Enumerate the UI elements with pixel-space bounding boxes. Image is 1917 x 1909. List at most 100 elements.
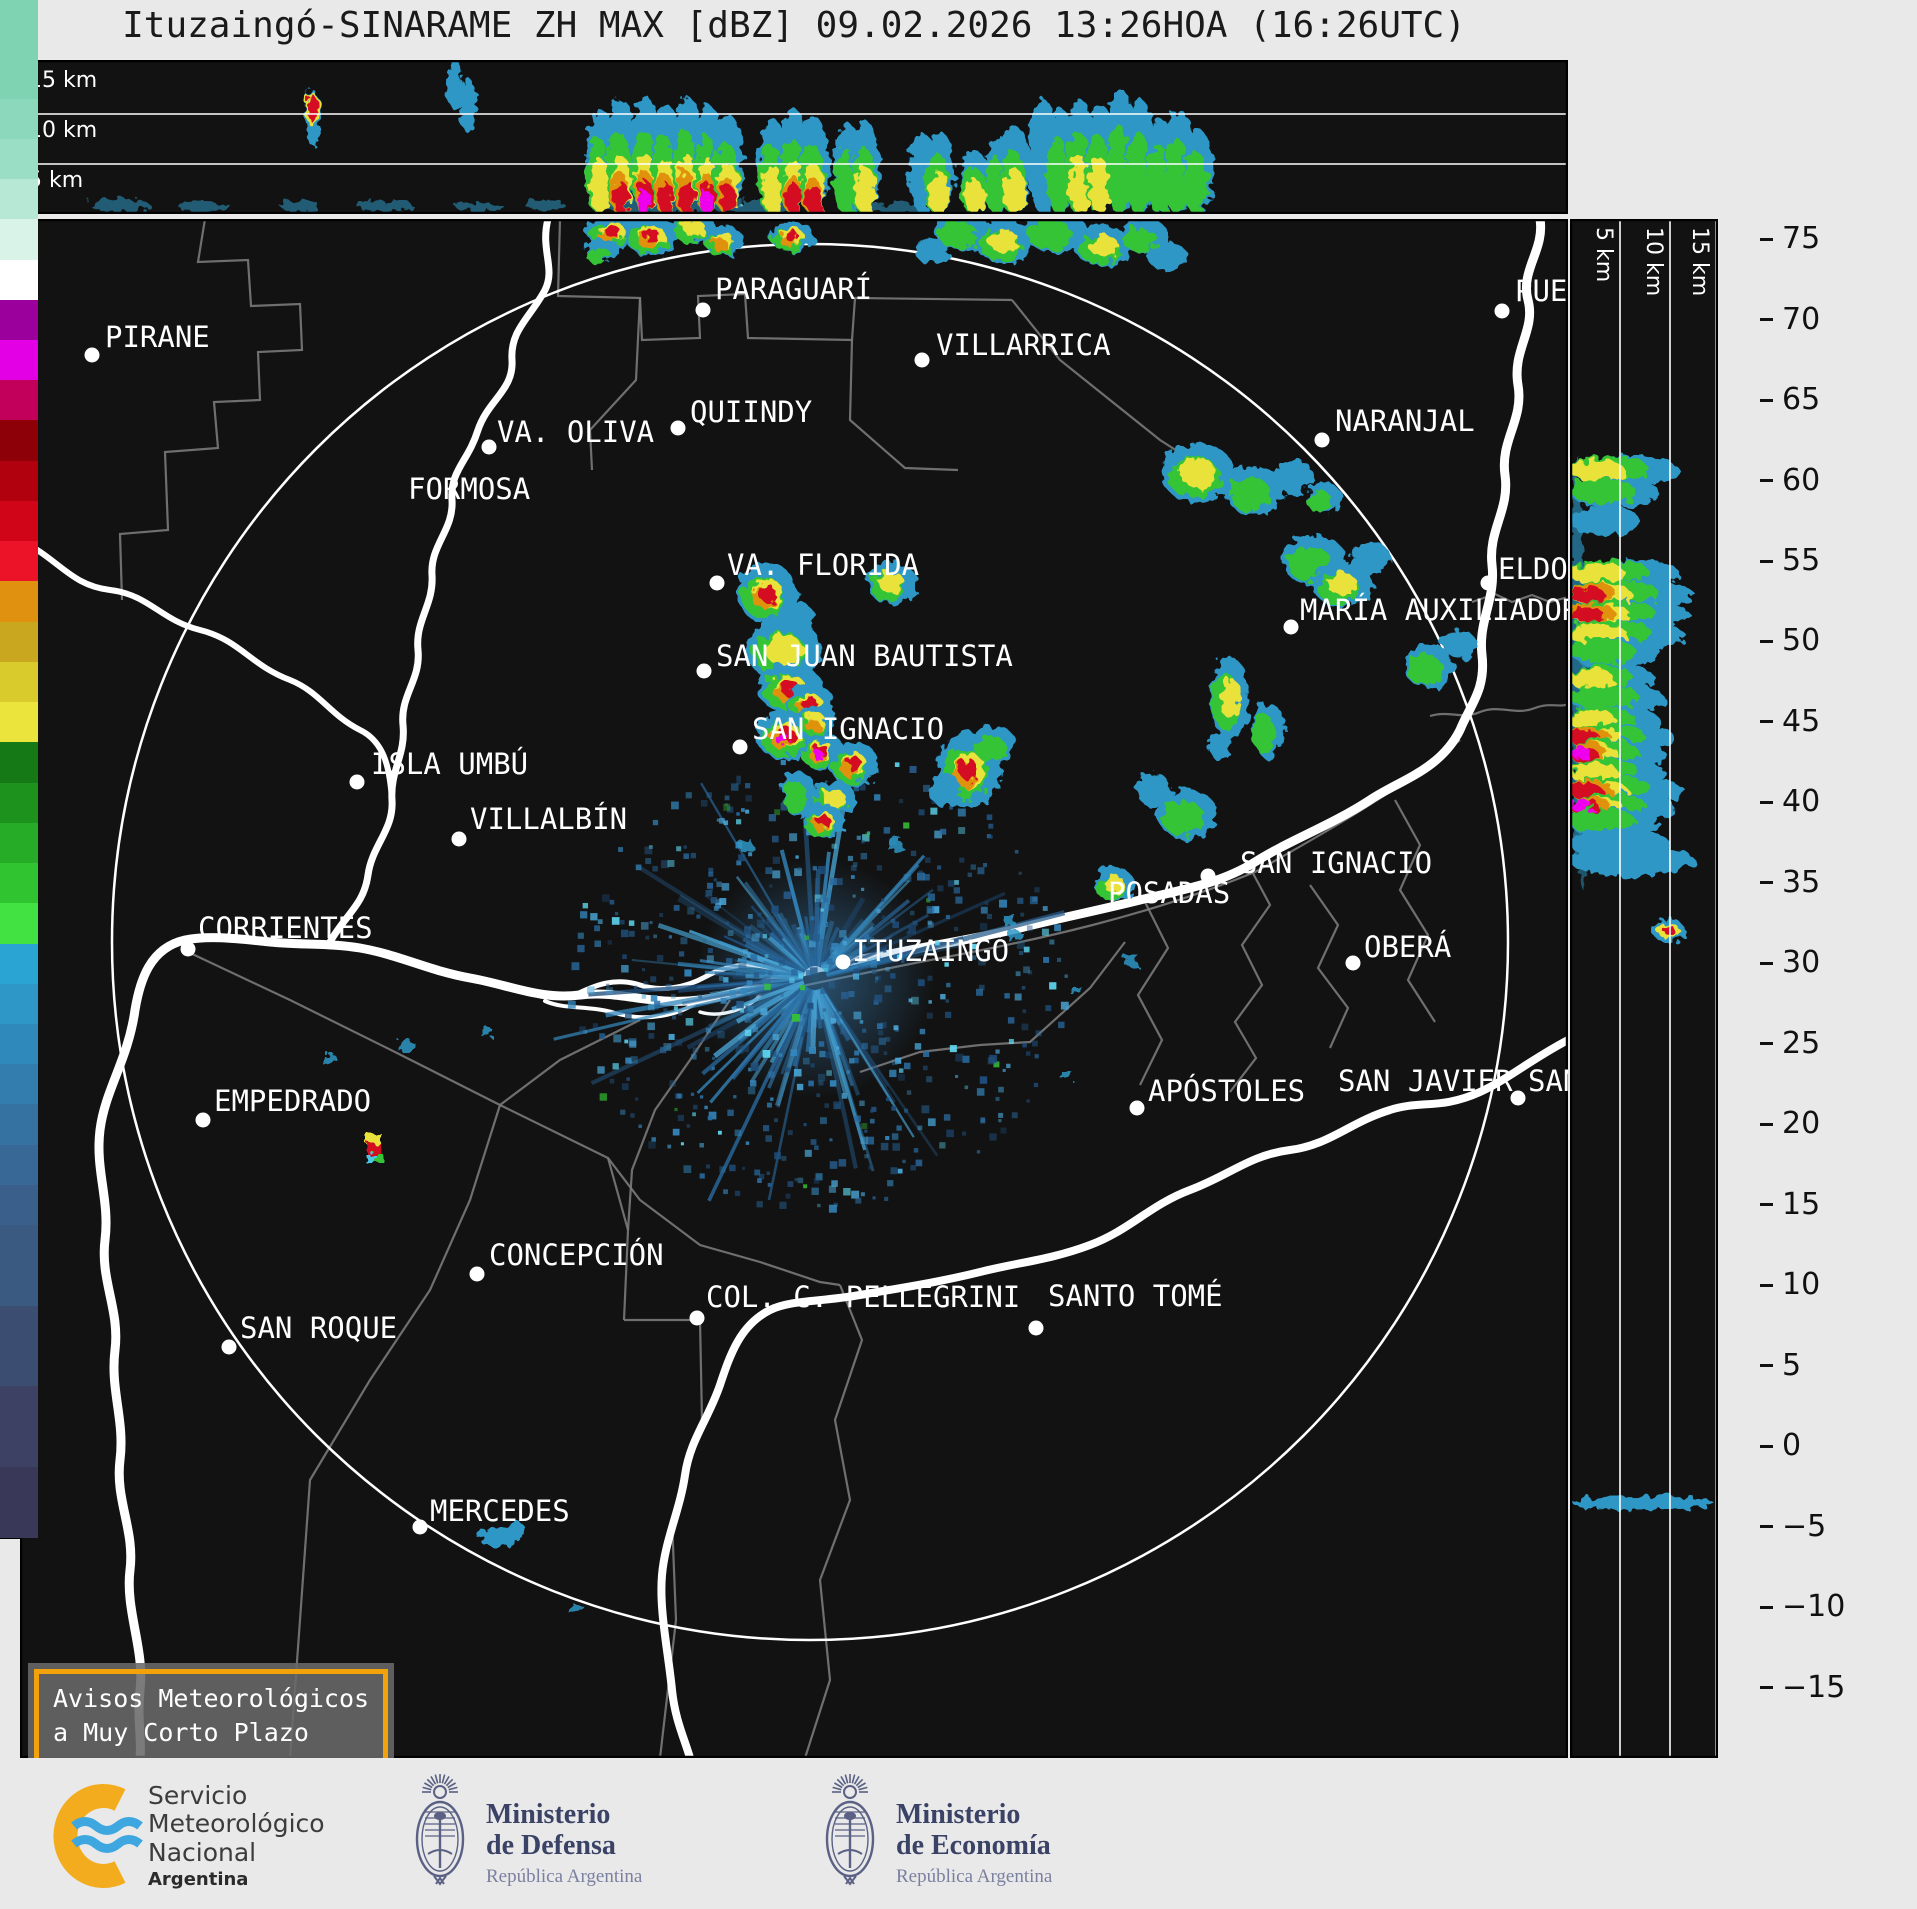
city-dot (1345, 955, 1361, 971)
economia-line-1: Ministerio (896, 1799, 1021, 1830)
smn-wordmark: Servicio Meteorológico Nacional Argentin… (148, 1781, 325, 1890)
economia-coat-of-arms (825, 1774, 875, 1886)
colorbar-block (0, 1386, 38, 1468)
economia-line-2: de Economía (896, 1829, 1051, 1861)
colorbar-block (0, 179, 38, 221)
city-label: APÓSTOLES (1148, 1074, 1306, 1108)
city-label: MARÍA AUXILIADOR (1300, 593, 1568, 627)
colorbar-block (0, 702, 38, 744)
city-label: VA. FLORIDA (727, 548, 920, 582)
city-dot (1028, 1320, 1044, 1336)
city-label: SAN JUAN BAUTISTA (716, 639, 1013, 673)
colorbar-tick (1760, 1283, 1773, 1287)
colorbar-tick-label: 30 (1782, 945, 1821, 981)
city-dot (732, 739, 748, 755)
city-dot (1129, 1100, 1145, 1116)
height-label: 5 km (1591, 227, 1616, 283)
smn-logo-crescent (53, 1784, 126, 1888)
economia-wordmark: Ministerio de Economía República Argenti… (896, 1799, 1053, 1888)
city-label: SAN JAVIER (1338, 1064, 1513, 1098)
colorbar-tick (1760, 720, 1773, 724)
right-cross-section-panel: 5 km 10 km 15 km (1570, 219, 1718, 1758)
footer: Servicio Meteorológico Nacional Argentin… (0, 1762, 1917, 1909)
city-label: POSADAS (1108, 876, 1231, 910)
colorbar-tick-label: 15 (1782, 1186, 1821, 1222)
colorbar-block (0, 259, 38, 301)
colorbar-tick-label: 25 (1782, 1025, 1821, 1061)
height-label: 15 km (28, 68, 98, 93)
radar-map-panel: Avisos Meteorológicos a Muy Corto Plazo P… (20, 219, 1568, 1758)
colorbar-block (0, 219, 38, 261)
city-dot (695, 302, 711, 318)
colorbar-tick-label: 35 (1782, 864, 1821, 900)
city-dot (1494, 303, 1510, 319)
smn-line-2: Meteorológico (148, 1809, 325, 1839)
city-dot (195, 1112, 211, 1128)
colorbar-tick (1760, 1444, 1773, 1448)
colorbar-block (0, 380, 38, 422)
colorbar-tick (1760, 800, 1773, 804)
radar-map-graphic (20, 219, 1568, 1758)
defensa-line-2: de Defensa (486, 1829, 616, 1861)
colorbar-tick (1760, 1122, 1773, 1126)
colorbar-block (0, 420, 38, 462)
city-label: PUER (1515, 274, 1568, 308)
map-base (20, 219, 1568, 1758)
warning-box-text: Avisos Meteorológicos a Muy Corto Plazo (34, 1669, 389, 1758)
colorbar-block (0, 541, 38, 583)
economia-line-3: República Argentina (896, 1865, 1053, 1887)
colorbar-block (0, 0, 38, 100)
city-label: VILLARRICA (936, 328, 1111, 362)
city-label: ITUZAINGÓ (852, 934, 1010, 968)
colorbar-tick (1760, 1525, 1773, 1529)
colorbar-tick (1760, 1605, 1773, 1609)
city-label: ISLA UMBÚ (371, 747, 529, 781)
colorbar-tick-label: 20 (1782, 1106, 1821, 1142)
city-label: SAN IGNACIO (752, 712, 945, 746)
colorbar-block (0, 983, 38, 1025)
right-cross-section-graphic (1570, 219, 1718, 1758)
colorbar-block (0, 138, 38, 180)
city-label: EMPEDRADO (214, 1084, 372, 1118)
colorbar-block (0, 661, 38, 703)
city-label: VA. OLIVA (497, 415, 655, 449)
smn-logo (53, 1784, 143, 1888)
colorbar-block (0, 460, 38, 502)
colorbar-block (0, 742, 38, 784)
colorbar-tick (1760, 479, 1773, 483)
colorbar-block (0, 1305, 38, 1387)
colorbar-tick (1760, 639, 1773, 643)
colorbar-tick-label: 75 (1782, 221, 1821, 257)
colorbar-tick-label: −10 (1782, 1589, 1846, 1625)
city-dot (221, 1339, 237, 1355)
defensa-coat-of-arms (415, 1774, 465, 1886)
colorbar-block (0, 581, 38, 623)
city-dot (349, 774, 365, 790)
city-label: PARAGUARÍ (715, 272, 873, 306)
smn-logo-wave-1 (71, 1817, 143, 1835)
city-dot (412, 1519, 428, 1535)
colorbar-tick (1760, 961, 1773, 965)
colorbar-tick-label: 0 (1782, 1428, 1802, 1464)
dbz-colorbar (0, 0, 38, 1539)
radar-clutter (553, 750, 1069, 1213)
colorbar-block (0, 500, 38, 542)
city-dot (180, 941, 196, 957)
city-dot (914, 352, 930, 368)
city-label: PIRANE (105, 320, 210, 354)
colorbar-tick (1760, 1364, 1773, 1368)
city-dot (1200, 868, 1216, 884)
colorbar-tick (1760, 1203, 1773, 1207)
defensa-line-3: República Argentina (486, 1865, 643, 1887)
height-label: 15 km (1687, 227, 1712, 297)
colorbar-tick (1760, 881, 1773, 885)
colorbar-block (0, 943, 38, 985)
top-cross-section-panel: 15 km 10 km 5 km (20, 60, 1568, 214)
map-echo-cells (322, 219, 1476, 1615)
colorbar-tick-label: 50 (1782, 623, 1821, 659)
top-cross-section-graphic (20, 60, 1568, 214)
city-label: OBERÁ (1364, 930, 1452, 964)
colorbar-tick-label: 5 (1782, 1347, 1802, 1383)
colorbar-tick (1760, 1042, 1773, 1046)
